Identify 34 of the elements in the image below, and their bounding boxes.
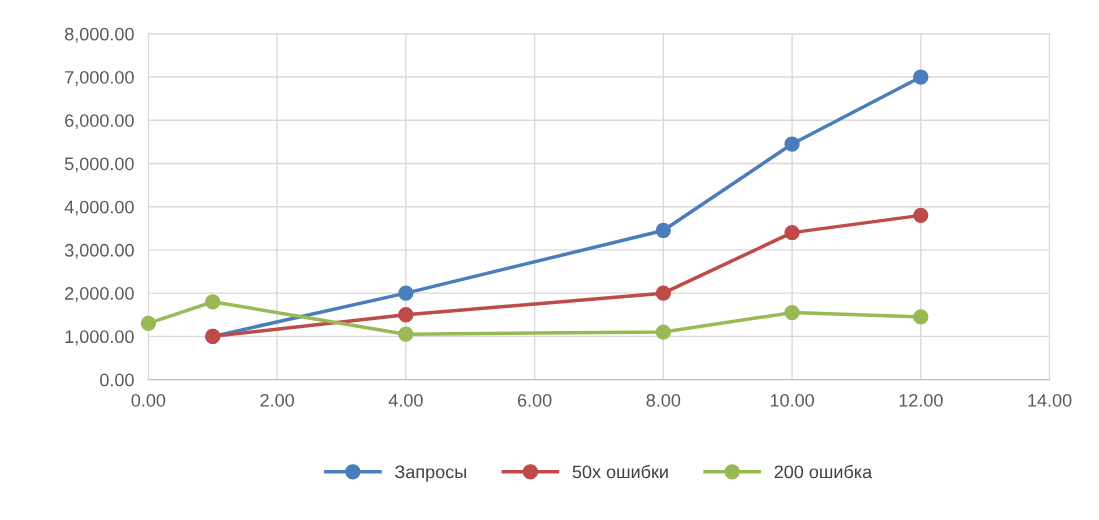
point [398,285,414,301]
point [784,304,800,321]
x-tick-label: 10.00 [770,393,814,407]
point [784,136,800,152]
point [913,207,929,223]
y-tick-label: 4,000.00 [64,200,134,216]
point [398,307,414,323]
point [913,69,929,85]
y-tick-label: 0.00 [100,373,134,387]
y-tick-label: 8,000.00 [64,27,134,43]
point [140,315,157,332]
x-tick-label: 14.00 [1028,393,1072,407]
y-tick-label: 6,000.00 [65,114,134,130]
x-tick-label: 4.00 [388,393,423,407]
x-tick-label: 12.00 [899,393,943,407]
y-tick-label: 1,000.00 [65,330,134,346]
x-tick-label: 8.00 [646,393,681,407]
legend-label: 200 ошибка [774,464,873,479]
point [655,285,671,301]
legend-label: 50х ошибки [572,464,668,479]
y-tick-label: 5,000.00 [64,157,134,173]
point [784,224,800,241]
x-tick-label: 6.00 [517,393,552,407]
y-tick-label: 7,000.00 [65,70,134,86]
point [655,222,671,239]
point [655,324,671,340]
point [398,326,414,342]
y-tick-label: 2,000.00 [65,287,134,302]
point [913,309,929,325]
point [205,294,221,310]
legend-label: Запросы [394,465,466,482]
x-tick-label: 2.00 [260,393,294,407]
y-tick-label: 3,000.00 [64,243,134,259]
x-tick-label: 0.00 [131,393,166,407]
